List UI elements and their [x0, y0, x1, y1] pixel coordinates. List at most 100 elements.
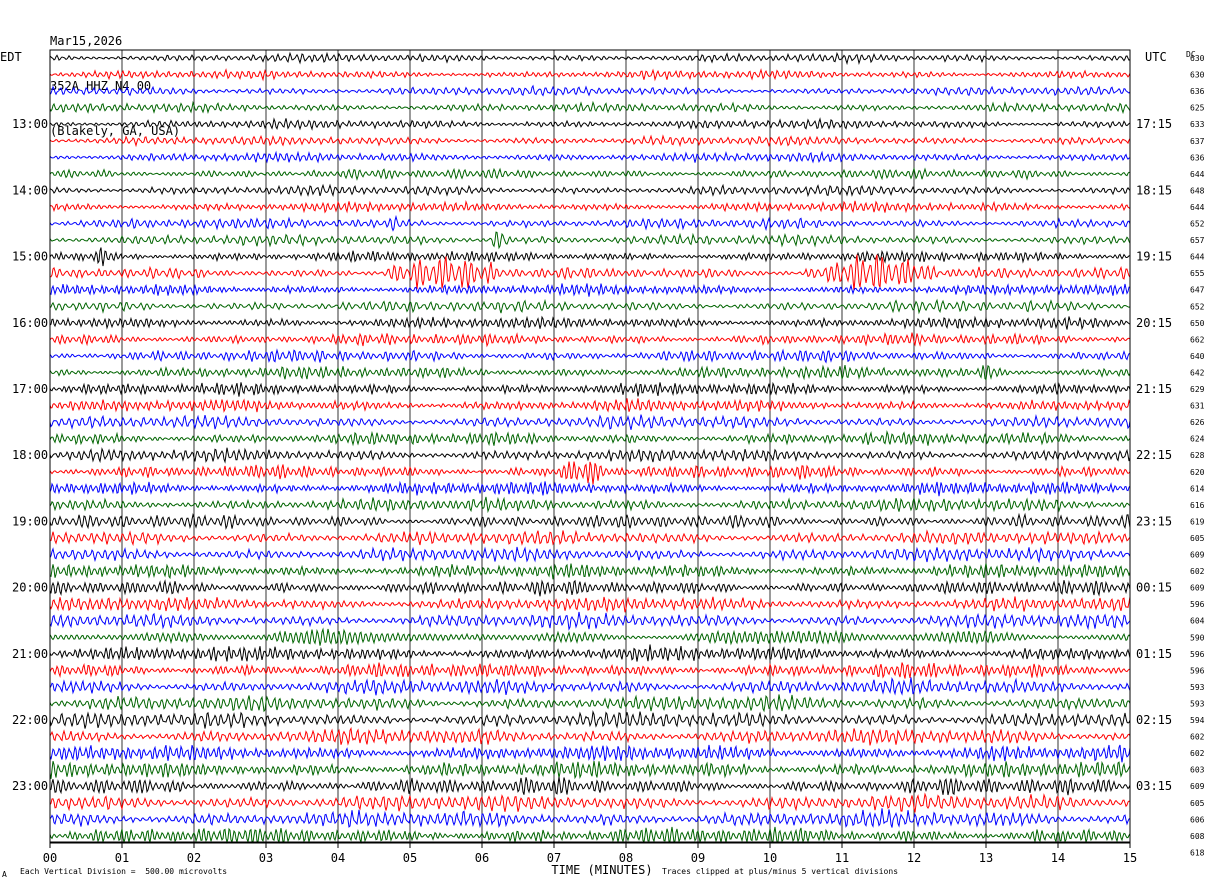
trace-row [49, 183, 1131, 198]
trace-row [49, 627, 1131, 646]
dc-offset-label: 608 [1190, 832, 1205, 841]
left-hour-label: 19:00 [12, 514, 48, 528]
x-tick-label: 08 [619, 851, 633, 865]
dc-offset-label: 593 [1190, 699, 1205, 708]
dc-offset-label: 614 [1190, 484, 1205, 493]
trace-row [49, 579, 1131, 597]
trace-row [49, 744, 1131, 763]
right-hour-label: 23:15 [1136, 514, 1172, 528]
trace-row [49, 134, 1131, 148]
dc-offset-label: 602 [1190, 749, 1205, 758]
dc-offset-label: 618 [1190, 848, 1205, 857]
x-axis-label: TIME (MINUTES) [551, 863, 652, 877]
x-axis-ticks: 00 01 02 03 04 05 06 07 08 09 10 11 12 13 14 15 [43, 843, 1137, 865]
trace-row [49, 231, 1131, 250]
trace-row [49, 826, 1131, 844]
x-tick-label: 15 [1123, 851, 1137, 865]
station-location: (Blakely, GA, USA) [50, 124, 181, 138]
dc-offset-labels: 630 630 636 625 633 637 636 644 648 644 652 657 644 6… [1190, 54, 1205, 857]
x-tick-label: 02 [187, 851, 201, 865]
dc-offset-label: 609 [1190, 584, 1205, 593]
dc-offset-label: 630 [1190, 71, 1205, 80]
x-tick-label: 06 [475, 851, 489, 865]
trace-row [49, 662, 1131, 679]
seismic-traces [49, 51, 1131, 844]
plot-date: Mar15,2026 [50, 34, 123, 48]
trace-row [49, 546, 1131, 564]
scale-note: Each Vertical Division = 500.00 microvol… [20, 867, 228, 876]
trace-row [49, 348, 1131, 364]
trace-row [49, 611, 1131, 631]
dc-offset-label: 637 [1190, 137, 1205, 146]
right-hour-label: 19:15 [1136, 250, 1172, 264]
dc-offset-label: 602 [1190, 733, 1205, 742]
trace-row [49, 792, 1131, 813]
trace-row [49, 84, 1131, 97]
trace-row [49, 247, 1131, 267]
corner-mark: A [2, 870, 7, 879]
trace-row [49, 461, 1131, 485]
trace-row [49, 480, 1131, 497]
trace-row [49, 117, 1131, 131]
dc-offset-label: 626 [1190, 418, 1205, 427]
trace-row [50, 254, 1131, 291]
left-hour-labels: 13:00 14:00 15:00 16:00 17:00 18:00 19:00 20:00… [12, 117, 48, 793]
dc-offset-label: 605 [1190, 534, 1205, 543]
right-hour-label: 17:15 [1136, 117, 1172, 131]
dc-offset-label: 624 [1190, 435, 1205, 444]
minute-grid [121, 50, 1059, 843]
dc-offset-label: 630 [1190, 54, 1205, 63]
dc-offset-label: 647 [1190, 286, 1205, 295]
trace-row [49, 398, 1131, 413]
trace-row [49, 776, 1131, 796]
trace-row [49, 529, 1131, 547]
right-hour-label: 18:15 [1136, 183, 1172, 197]
dc-offset-label: 590 [1190, 633, 1205, 642]
right-hour-label: 02:15 [1136, 713, 1172, 727]
dc-offset-label: 636 [1190, 87, 1205, 96]
trace-row [49, 100, 1131, 115]
dc-offset-label: 655 [1190, 269, 1205, 278]
x-tick-label: 04 [331, 851, 345, 865]
dc-offset-label: 644 [1190, 170, 1205, 179]
right-hour-labels: 17:15 18:15 19:15 20:15 21:15 22:15 23:15 00:15… [1136, 117, 1172, 793]
clip-note: Traces clipped at plus/minus 5 vertical … [662, 867, 899, 876]
left-hour-label: 15:00 [12, 250, 48, 264]
trace-row [49, 596, 1131, 613]
left-hour-label: 23:00 [12, 779, 48, 793]
trace-row [49, 381, 1131, 397]
trace-row [49, 709, 1131, 729]
trace-row [49, 563, 1131, 580]
trace-row [49, 298, 1131, 315]
right-hour-label: 21:15 [1136, 382, 1172, 396]
trace-row [49, 496, 1131, 514]
x-tick-label: 10 [763, 851, 777, 865]
left-hour-label: 22:00 [12, 713, 48, 727]
x-tick-label: 13 [979, 851, 993, 865]
dc-offset-label: 593 [1190, 683, 1205, 692]
trace-row [49, 315, 1131, 331]
dc-offset-label: 620 [1190, 468, 1205, 477]
trace-row [49, 283, 1131, 297]
dc-offset-label: 633 [1190, 120, 1205, 129]
right-hour-label: 00:15 [1136, 581, 1172, 595]
trace-row [49, 677, 1131, 696]
dc-offset-label: 594 [1190, 716, 1205, 725]
x-tick-label: 09 [691, 851, 705, 865]
trace-row [49, 51, 1131, 66]
trace-row [49, 364, 1131, 381]
dc-offset-label: 596 [1190, 600, 1205, 609]
dc-label: DC [1186, 50, 1196, 59]
trace-row [49, 429, 1131, 447]
x-tick-label: 12 [907, 851, 921, 865]
dc-offset-label: 596 [1190, 666, 1205, 675]
left-hour-label: 16:00 [12, 316, 48, 330]
trace-row [49, 68, 1131, 82]
trace-row [49, 414, 1131, 430]
trace-row [49, 214, 1131, 232]
right-hour-label: 03:15 [1136, 779, 1172, 793]
left-hour-label: 13:00 [12, 117, 48, 131]
trace-row [49, 512, 1131, 530]
dc-offset-label: 652 [1190, 220, 1205, 229]
dc-offset-label: 625 [1190, 104, 1205, 113]
